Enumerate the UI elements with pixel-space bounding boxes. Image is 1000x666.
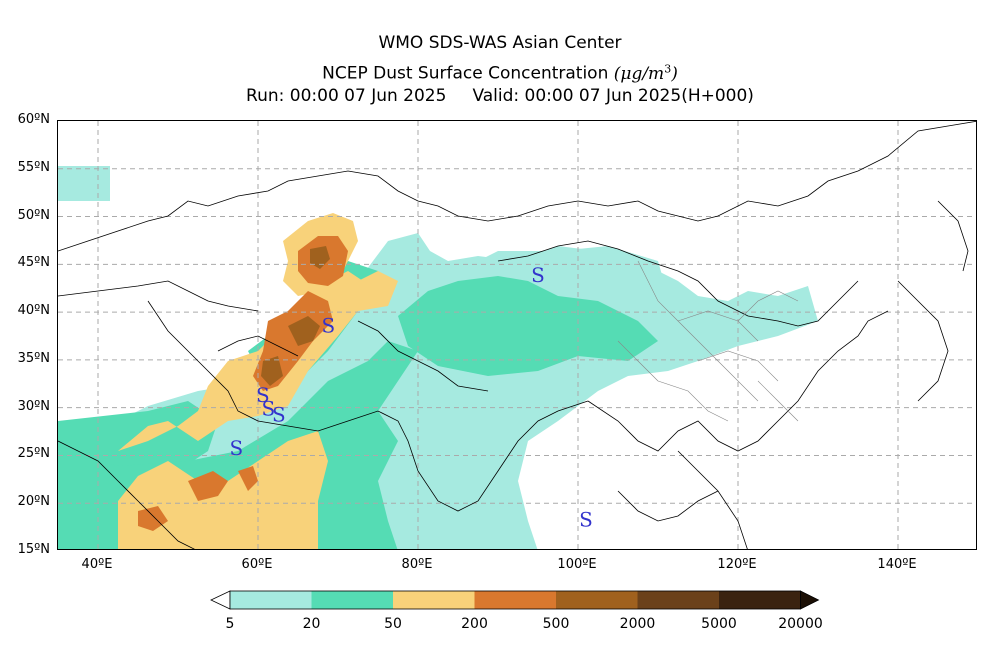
latitude-tick-label: 55ºN xyxy=(17,159,50,175)
longitude-tick-label: 120ºE xyxy=(717,557,757,572)
colorbar-segment xyxy=(474,591,556,609)
colorbar-level-label: 50 xyxy=(384,616,402,632)
dust-storm-symbol: S xyxy=(531,263,545,287)
dust-field-50-200 xyxy=(338,271,398,311)
dust-field-20-50 xyxy=(398,276,658,376)
dust-field-5-20 xyxy=(58,166,110,201)
colorbar-segment xyxy=(719,591,801,609)
colorbar-low-extension xyxy=(210,590,231,610)
dust-field-500-2000 xyxy=(261,356,283,386)
colorbar-level-label: 200 xyxy=(461,616,488,632)
colorbar-level-label: 5 xyxy=(225,616,235,632)
country-borders xyxy=(58,121,976,549)
latitude-tick-label: 40ºN xyxy=(17,303,50,319)
dust-field-500-2000 xyxy=(288,316,320,346)
graticule-grid xyxy=(58,121,976,549)
colorbar-level-label: 500 xyxy=(542,616,570,632)
dust-field-50-200 xyxy=(118,431,328,549)
chart-subtitle: NCEP Dust Surface Concentration (μg/m3) xyxy=(0,58,1000,85)
colorbar-segment xyxy=(393,591,475,609)
dust-field-500-2000 xyxy=(310,246,330,269)
latitude-tick-label: 15ºN xyxy=(17,542,50,557)
dust-field-200-500 xyxy=(238,466,258,491)
longitude-tick-label: 40ºE xyxy=(81,557,113,572)
dust-storm-symbol: S xyxy=(579,507,593,531)
colorbar-segment xyxy=(637,591,719,609)
province-borders xyxy=(617,260,799,422)
colorbar-segment xyxy=(311,591,393,609)
latitude-tick-label: 50ºN xyxy=(17,207,50,223)
colorbar-level-label: 5000 xyxy=(701,616,737,632)
longitude-tick-label: 100ºE xyxy=(557,557,597,572)
colorbar-high-extension xyxy=(800,590,820,610)
dust-field-200-500 xyxy=(188,471,228,501)
colorbar-segment xyxy=(230,591,312,609)
latitude-tick-label: 60ºN xyxy=(17,112,50,127)
dust-field-layers xyxy=(58,166,818,549)
latitude-tick-label: 35ºN xyxy=(17,350,50,366)
valid-time: Valid: 00:00 07 Jun 2025(H+000) xyxy=(472,86,754,106)
dust-field-200-500 xyxy=(138,506,168,531)
latitude-tick-label: 20ºN xyxy=(17,494,50,510)
latitude-tick-label: 45ºN xyxy=(17,255,50,271)
colorbar xyxy=(210,590,820,610)
dust-storm-symbol: S xyxy=(256,383,270,407)
dust-storm-symbol: S xyxy=(230,436,244,460)
chart-title: WMO SDS-WAS Asian Center xyxy=(378,33,622,53)
colorbar-outline xyxy=(229,590,801,610)
dust-storm-symbol: S xyxy=(272,402,286,426)
unit-label: (μg/m3) xyxy=(613,62,678,84)
run-valid-line: Run: 00:00 07 Jun 2025 Valid: 00:00 07 Ju… xyxy=(0,85,1000,107)
colorbar-segment xyxy=(556,591,638,609)
dust-storm-symbol: S xyxy=(262,397,276,421)
latitude-tick-label: 25ºN xyxy=(17,446,50,462)
product-name: NCEP Dust Surface Concentration xyxy=(322,63,609,84)
run-time: Run: 00:00 07 Jun 2025 xyxy=(246,86,447,106)
colorbar-level-label: 20000 xyxy=(778,616,823,632)
longitude-tick-label: 80ºE xyxy=(401,557,433,572)
longitude-tick-label: 140ºE xyxy=(877,557,917,572)
latitude-tick-label: 30ºN xyxy=(17,398,50,414)
colorbar-level-label: 20 xyxy=(302,616,321,632)
dust-storm-symbol: S xyxy=(322,313,336,337)
colorbar-level-label: 2000 xyxy=(619,616,656,632)
longitude-tick-label: 60ºE xyxy=(241,557,273,572)
